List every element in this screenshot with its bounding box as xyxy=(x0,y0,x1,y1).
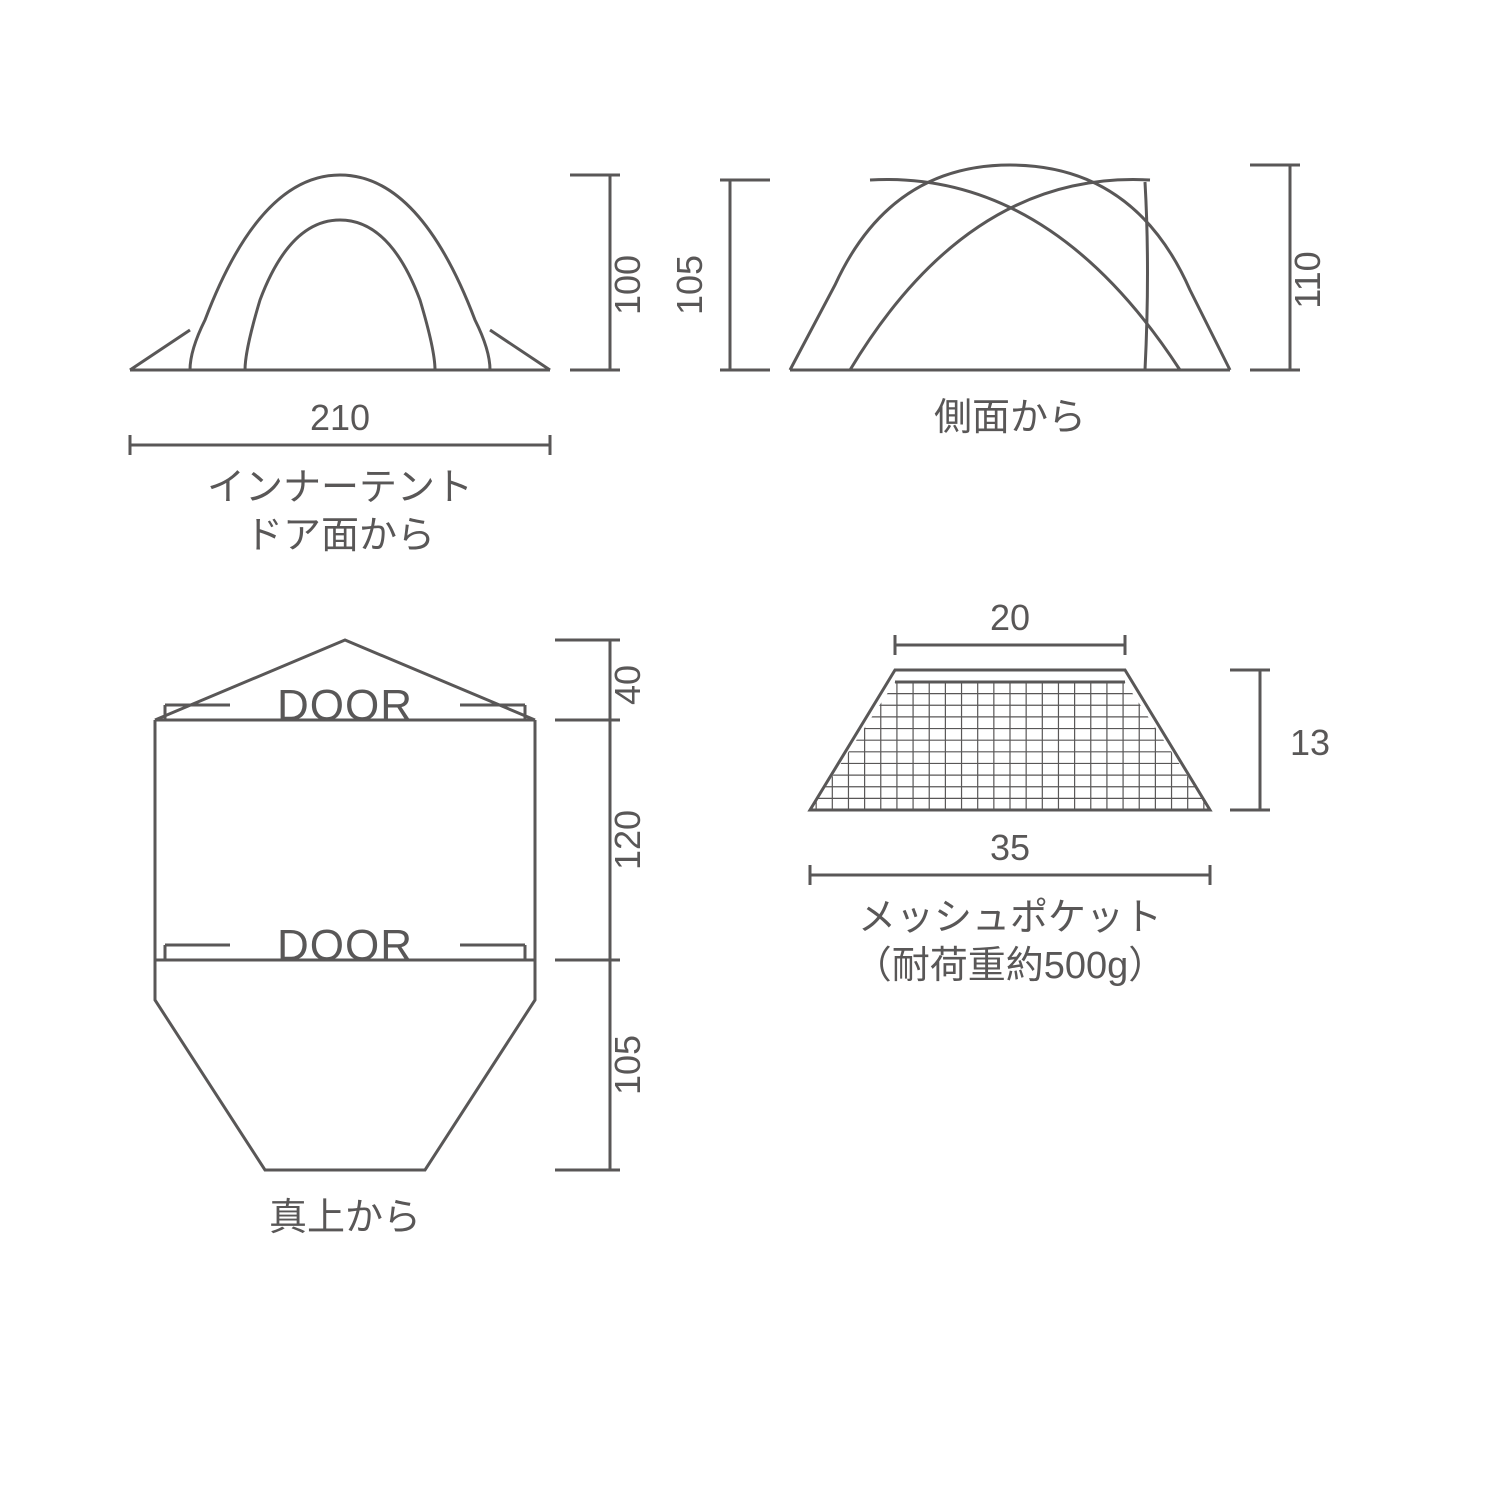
side-view: 105 110 側面から xyxy=(669,165,1328,439)
top-caption: 真上から xyxy=(269,1197,421,1239)
dim-40-text: 40 xyxy=(607,665,648,705)
dim-100-text: 100 xyxy=(607,255,648,315)
door-label-2: DOOR xyxy=(165,921,525,970)
dim-13-text: 13 xyxy=(1290,722,1330,763)
front-caption-1: インナーテント xyxy=(207,467,473,509)
dim-height-13: 13 xyxy=(1230,670,1330,810)
dim-height-110: 110 xyxy=(1250,165,1328,370)
dim-20-text: 20 xyxy=(990,597,1030,638)
dim-height-105: 105 xyxy=(669,180,770,370)
mesh-grid xyxy=(800,682,1220,810)
dim-stack: 40 120 105 xyxy=(555,640,648,1170)
front-view: 100 210 インナーテント ドア面から xyxy=(130,175,648,557)
mesh-pocket: 20 13 35 xyxy=(800,597,1330,987)
mesh-caption-2: （耐荷重約500g） xyxy=(854,945,1167,987)
door-text-2: DOOR xyxy=(277,921,413,970)
dim-top-20: 20 xyxy=(895,597,1125,655)
door-text-1: DOOR xyxy=(277,681,413,730)
side-caption: 側面から xyxy=(934,397,1086,439)
dim-bottom-35: 35 xyxy=(810,827,1210,885)
dim-height-100: 100 xyxy=(570,175,648,370)
front-caption-2: ドア面から xyxy=(245,515,435,557)
dim-210-text: 210 xyxy=(310,397,370,438)
dim-width-210: 210 xyxy=(130,397,550,455)
dim-105-text: 105 xyxy=(669,255,710,315)
top-view: DOOR DOOR 40 120 105 真上から xyxy=(155,640,648,1239)
dim-110-text: 110 xyxy=(1287,251,1328,308)
dim-105b-text: 105 xyxy=(607,1035,648,1095)
dim-120-text: 120 xyxy=(607,810,648,870)
dim-35-text: 35 xyxy=(990,827,1030,868)
door-label-1: DOOR xyxy=(165,681,525,730)
tent-diagram: 100 210 インナーテント ドア面から 105 xyxy=(0,0,1500,1500)
mesh-caption-1: メッシュポケット xyxy=(858,897,1162,939)
